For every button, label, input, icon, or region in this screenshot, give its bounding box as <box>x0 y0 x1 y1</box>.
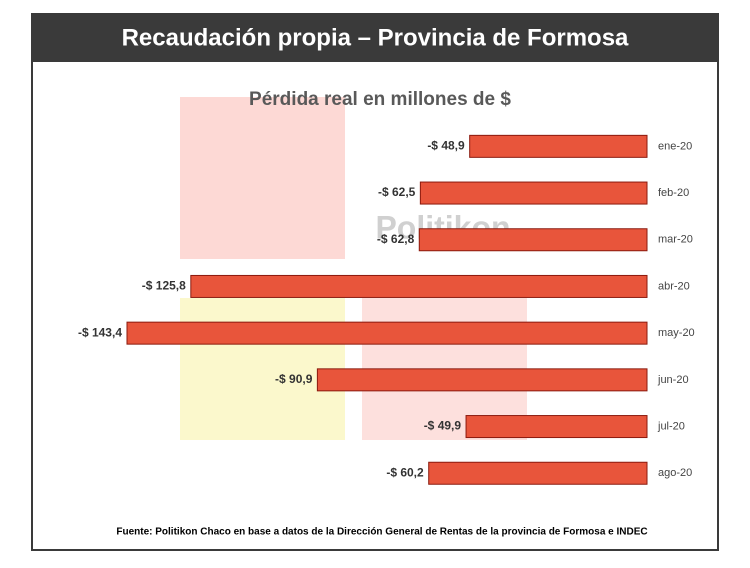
logo-decor <box>180 97 345 259</box>
value-label: -$ 90,9 <box>275 372 313 386</box>
value-label: -$ 62,5 <box>378 185 416 199</box>
bar <box>428 461 648 485</box>
bar <box>418 228 648 252</box>
chart-title: Recaudación propia – Provincia de Formos… <box>122 24 629 51</box>
y-tick-label: jun-20 <box>657 374 689 386</box>
bar <box>126 321 648 345</box>
bar <box>465 415 648 439</box>
y-tick-label: ago-20 <box>658 467 692 479</box>
bar <box>469 134 648 158</box>
y-tick-label: mar-20 <box>658 234 693 246</box>
value-label: -$ 49,9 <box>424 419 462 433</box>
y-tick-label: ene-20 <box>658 140 692 152</box>
y-tick-label: feb-20 <box>658 187 689 199</box>
bar <box>190 274 648 298</box>
title-bar <box>32 14 718 62</box>
y-tick-label: may-20 <box>658 327 695 339</box>
value-label: -$ 62,8 <box>377 232 415 246</box>
value-label: -$ 48,9 <box>427 139 465 153</box>
source-note: Fuente: Politikon Chaco en base a datos … <box>116 527 647 538</box>
value-label: -$ 143,4 <box>78 325 122 339</box>
bar <box>419 181 648 205</box>
y-tick-label: jul-20 <box>657 420 685 432</box>
y-tick-label: abr-20 <box>658 280 690 292</box>
value-label: -$ 60,2 <box>386 465 424 479</box>
value-label: -$ 125,8 <box>142 279 186 293</box>
bar <box>316 368 648 392</box>
chart-subtitle: Pérdida real en millones de $ <box>249 89 511 110</box>
